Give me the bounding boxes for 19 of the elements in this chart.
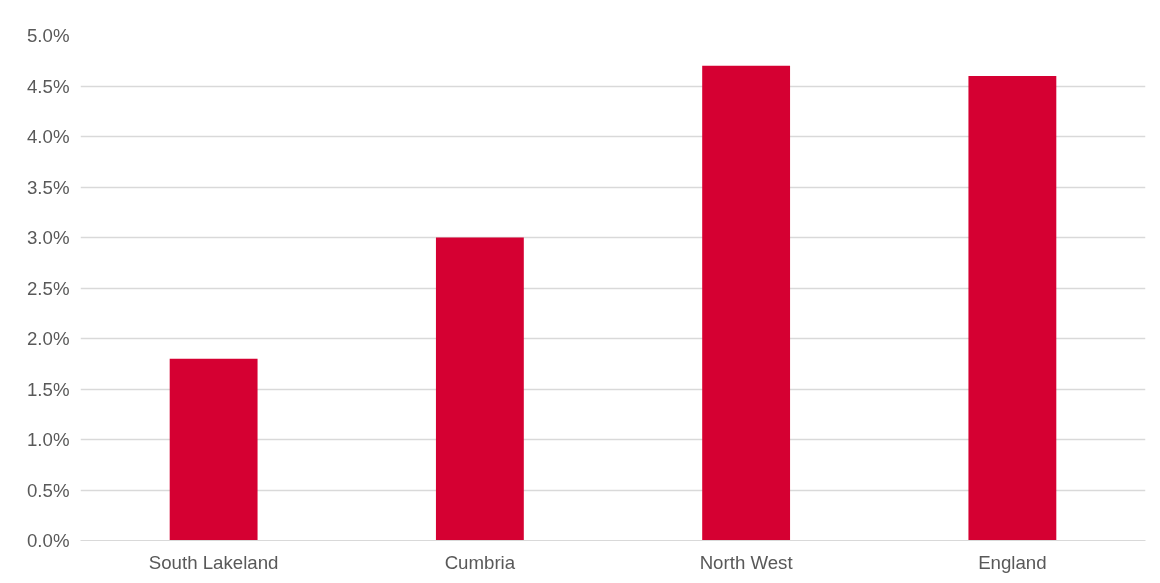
x-tick-label: North West — [699, 551, 794, 573]
x-tick-label: South Lakeland — [148, 551, 279, 573]
y-tick-label: 1.0% — [26, 429, 70, 450]
bar — [702, 65, 791, 541]
bar — [435, 237, 524, 541]
y-tick-label: 2.5% — [26, 277, 70, 299]
y-tick-label: 3.5% — [26, 176, 70, 198]
y-tick-label: 4.0% — [26, 126, 70, 147]
y-tick-label: 0.0% — [26, 530, 70, 551]
y-tick-label: 0.5% — [26, 479, 70, 501]
y-tick-label: 4.5% — [26, 75, 70, 97]
y-tick-label: 5.0% — [26, 25, 70, 46]
y-tick-label: 1.5% — [26, 378, 70, 400]
x-tick-label: England — [978, 551, 1047, 573]
y-tick-label: 2.0% — [26, 328, 70, 349]
bar — [968, 75, 1057, 541]
y-tick-label: 3.0% — [26, 227, 70, 248]
x-tick-label: Cumbria — [444, 551, 516, 573]
bar — [169, 358, 258, 541]
